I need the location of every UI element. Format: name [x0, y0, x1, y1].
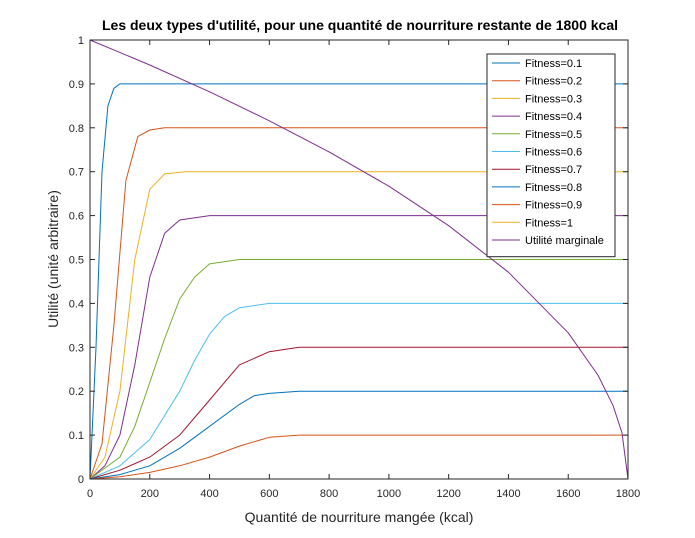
series-line-2 — [89, 127, 628, 480]
legend-entry-6: Fitness=0.6 — [525, 147, 582, 159]
x-axis-label: Quantité de nourriture mangée (kcal) — [245, 509, 474, 525]
y-tick-label: 0 — [78, 474, 84, 486]
legend-entry-11: Utilité marginale — [525, 235, 604, 247]
legend-box — [486, 53, 616, 258]
x-tick-label: 600 — [260, 488, 278, 500]
y-tick-label: 0.9 — [69, 79, 84, 91]
legend-entry-5: Fitness=0.5 — [525, 129, 582, 141]
series-line-4 — [89, 215, 628, 480]
x-tick-label: 1800 — [616, 488, 640, 500]
chart-title: Les deux types d'utilité, pour une quant… — [102, 17, 618, 33]
x-tick-label: 200 — [141, 488, 159, 500]
legend-entry-1: Fitness=0.1 — [525, 58, 582, 70]
x-tick-label: 1200 — [436, 488, 460, 500]
y-tick-label: 0.7 — [69, 167, 84, 179]
x-tick-label: 0 — [87, 488, 93, 500]
legend-entry-10: Fitness=1 — [525, 217, 573, 229]
series-line-6 — [89, 302, 628, 480]
x-tick-label: 400 — [200, 488, 218, 500]
y-tick-label: 0.3 — [69, 342, 84, 354]
series-line-7 — [89, 346, 628, 480]
x-tick-label: 1000 — [377, 488, 401, 500]
y-tick-label: 0.8 — [69, 123, 84, 135]
legend-entry-9: Fitness=0.9 — [525, 200, 582, 212]
legend-entry-4: Fitness=0.4 — [525, 111, 582, 123]
series-line-5 — [89, 259, 628, 480]
series-layer — [89, 39, 629, 480]
y-axis-label: Utilité (unité arbitraire) — [45, 190, 61, 328]
y-tick-label: 0.4 — [69, 298, 84, 310]
series-line-11 — [89, 39, 629, 480]
x-tick-label: 800 — [320, 488, 338, 500]
x-tick-label: 1400 — [496, 488, 520, 500]
legend-entry-3: Fitness=0.3 — [525, 93, 582, 105]
legend-entry-2: Fitness=0.2 — [525, 76, 582, 88]
series-line-3 — [89, 171, 628, 480]
x-tick-label: 1600 — [556, 488, 580, 500]
legend: Fitness=0.1 Fitness=0.2 Fitness=0.3 Fitness… — [486, 53, 616, 258]
y-tick-label: 0.6 — [69, 211, 84, 223]
legend-entry-8: Fitness=0.8 — [525, 182, 582, 194]
series-line-9 — [89, 434, 628, 480]
y-tick-label: 1 — [78, 35, 84, 47]
y-tick-label: 0.2 — [69, 386, 84, 398]
x-ticks: 0 200 400 600 800 1000 1200 1400 1600 1800 — [87, 40, 640, 500]
y-ticks: 0 0.1 0.2 0.3 0.4 0.5 0.6 0.7 0.8 0.9 1 — [69, 35, 628, 486]
y-tick-label: 0.5 — [69, 255, 84, 267]
series-line-1 — [89, 83, 628, 480]
y-tick-label: 0.1 — [69, 430, 84, 442]
legend-entry-7: Fitness=0.7 — [525, 164, 582, 176]
series-line-8 — [89, 390, 628, 480]
